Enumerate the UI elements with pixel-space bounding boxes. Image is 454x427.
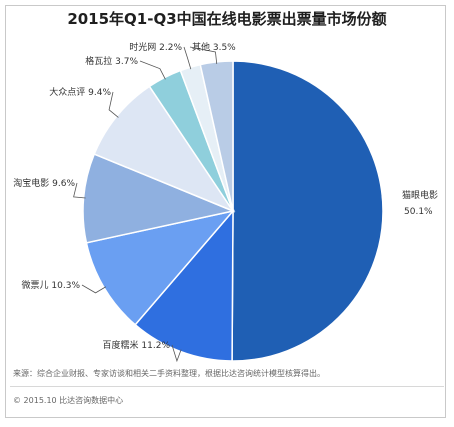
slice-label-4: 淘宝电影 9.6% [13, 177, 75, 189]
leader-line-5 [108, 91, 119, 118]
slice-label-3: 微票儿 10.3% [22, 279, 81, 291]
chart-title: 2015年Q1-Q3中国在线电影票出票量市场份额 [67, 10, 387, 28]
leader-line-6 [139, 60, 166, 80]
pie-slice-1 [231, 60, 384, 362]
leader-line-3 [81, 284, 107, 294]
source-note: 来源：综合企业财报、专家访谈和相关二手资料整理，根据比达咨询统计模型核算得出。 [13, 369, 325, 378]
footer-divider [10, 386, 444, 387]
leader-line-4 [73, 182, 86, 199]
copyright-note: © 2015.10 比达咨询数据中心 [13, 396, 124, 405]
slice-label-7: 时光网 2.2% [129, 41, 182, 53]
slice-label-5: 大众点评 9.4% [49, 86, 111, 98]
leader-line-8 [189, 46, 218, 64]
slice-label-8: 其他 3.5% [192, 41, 236, 53]
leader-line-7 [183, 46, 192, 70]
slice-label-2: 百度糯米 11.2% [103, 339, 171, 351]
slice-value-1: 50.1% [404, 207, 433, 217]
slice-label-1: 猫眼电影 [402, 189, 438, 201]
slice-label-6: 格瓦拉 3.7% [85, 55, 138, 67]
leader-line-2 [171, 344, 182, 363]
